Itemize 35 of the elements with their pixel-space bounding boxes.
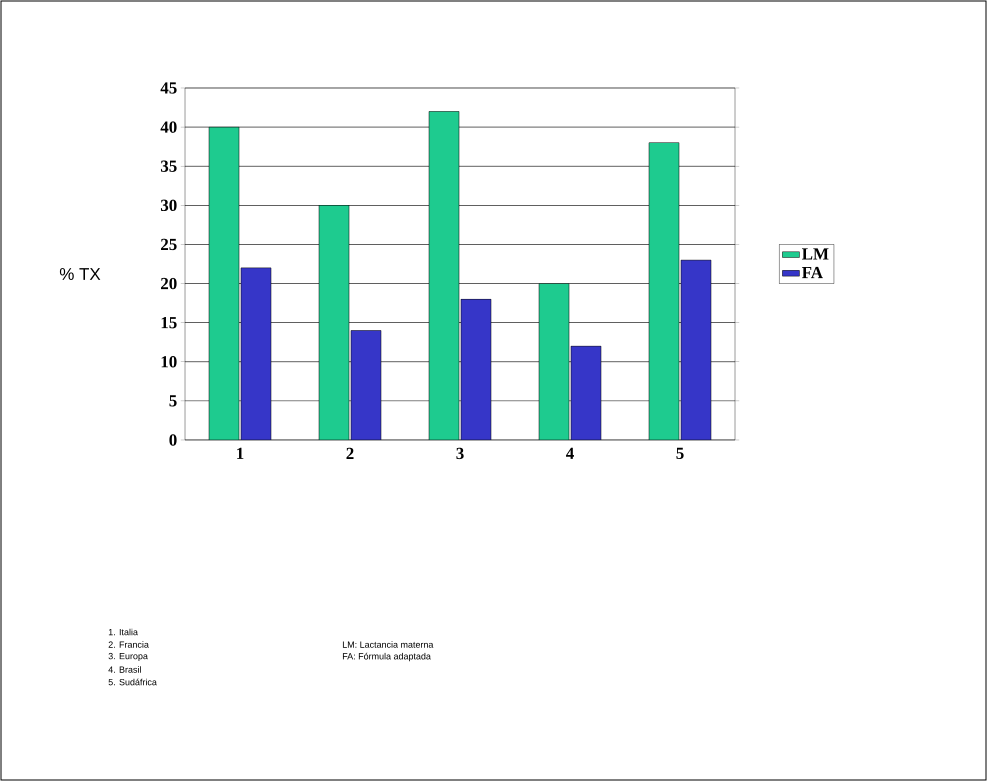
- bar: [680, 260, 712, 440]
- y-tick-label: 5: [169, 395, 177, 407]
- y-tick-label: 35: [160, 160, 177, 172]
- bar: [208, 126, 240, 440]
- x-tick-label: 2: [346, 448, 354, 459]
- x-tick-label: 4: [566, 448, 574, 459]
- bar: [318, 205, 350, 440]
- y-tick-label: 30: [160, 200, 177, 212]
- bar: [648, 142, 680, 440]
- bar: [570, 346, 602, 440]
- bar: [460, 298, 492, 440]
- x-tick-label: 3: [456, 448, 464, 460]
- x-tick-label: 1: [237, 448, 244, 459]
- text: 5. Sudáfrica: [108, 678, 157, 686]
- text: 1. Italia: [108, 628, 138, 636]
- y-tick-label: 0: [169, 434, 177, 446]
- bar: [240, 268, 272, 440]
- y-tick-label: 20: [161, 278, 177, 290]
- legend-label: FA: [802, 266, 823, 278]
- y-tick-label: 25: [161, 238, 177, 250]
- text: FA: Fórmula adaptada: [342, 652, 431, 662]
- bar: [538, 283, 570, 440]
- bar: [350, 330, 382, 440]
- bar: [428, 111, 460, 440]
- y-tick-label: 45: [160, 82, 177, 94]
- y-axis-title: % TX: [60, 268, 100, 280]
- text: 2. Francia: [108, 641, 149, 648]
- text: 4. Brasil: [108, 666, 141, 673]
- text: 3. Europa: [108, 652, 148, 662]
- legend-label: LM: [802, 248, 828, 260]
- x-tick-label: 5: [676, 448, 684, 460]
- y-tick-label: 40: [160, 121, 177, 133]
- text: LM: Lactancia materna: [342, 641, 434, 648]
- y-tick-label: 15: [162, 316, 177, 328]
- y-tick-label: 10: [162, 356, 177, 368]
